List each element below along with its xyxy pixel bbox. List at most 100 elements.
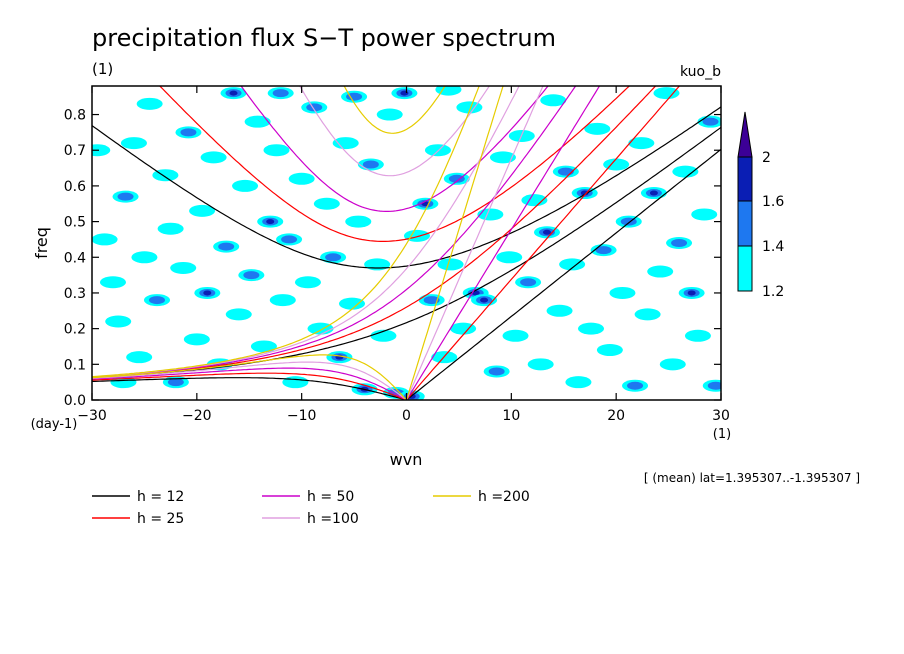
chart-title: precipitation flux S−T power spectrum [92,24,556,52]
y-tick-label: 0.5 [64,215,86,231]
spectrum-cell [99,276,126,289]
spectrum-cell [691,208,718,221]
dispersion-curve [92,367,407,400]
y-axis-unit: (day-1) [31,417,78,432]
dispersion-curves [92,86,721,400]
spectrum-cell [540,94,567,107]
spectrum-cell [120,137,147,150]
spectrum-cell-core [423,296,440,305]
spectrum-cell-core [448,174,465,183]
spectrum-cell-peak [542,229,551,235]
spectrum-cell [659,358,686,371]
spectrum-cell [269,294,296,307]
spectrum-cell-core [488,367,505,376]
colorbar-segment [737,200,753,247]
spectrum-cell [244,115,271,128]
spectrum-cell [609,286,636,299]
spectrum-cell [92,144,111,157]
y-tick-label: 0.4 [64,250,86,266]
spectrum-cell [565,376,592,389]
spectrum-cell-core [671,239,688,247]
spectrum-cell-core [148,296,165,305]
x-tick-label: −30 [77,408,107,424]
spectrum-cell [183,333,210,346]
spectrum-cell [288,172,315,185]
spectrum-cell-core [272,89,289,98]
legend-entry: h = 12 [137,489,184,505]
spectrum-cell [157,222,184,235]
spectrum-cell [345,215,372,228]
spectrum-cell [105,315,132,328]
x-tick-label: 30 [712,408,730,424]
dispersion-curve [406,86,681,400]
spectrum-cell [370,329,397,342]
spectrum-cell [672,165,699,178]
spectrum-cell [496,251,523,264]
x-tick-label: −20 [182,408,212,424]
dispersion-curve [343,86,446,134]
colorbar-label: 1.6 [762,194,784,210]
spectrum-cell [502,329,529,342]
y-tick-label: 0.1 [64,357,86,373]
spectrum-cell-peak [400,90,409,96]
chart-subtitle-left: (1) [92,60,113,78]
colorbar: 1.2 1.4 1.6 2 [737,111,784,300]
spectrum-cell [189,204,216,217]
dispersion-curve [405,86,544,400]
legend-entry: h = 50 [307,489,354,505]
dispersion-curve [92,86,577,378]
x-tick-label: 10 [502,408,520,424]
y-axis-label: freq [32,227,51,259]
spectrum-cell [559,258,586,271]
spectrum-cell [456,101,483,114]
dispersion-curve [92,377,407,400]
x-tick-label: 0 [402,408,411,424]
spectrum-cell [332,137,359,150]
spectrum-cell [684,329,711,342]
x-axis-unit: (1) [713,427,731,442]
spectrum-cell [628,137,655,150]
y-tick-label: 0.7 [64,143,86,159]
spectrum-cell-core [702,117,719,126]
dispersion-curve [92,361,407,400]
spectrum-cell-peak [266,219,275,225]
colorbar-segment [737,245,753,292]
dispersion-curve [92,86,480,378]
colorbar-label: 1.2 [762,284,784,300]
colorbar-extension [737,111,753,158]
x-tick-label: −10 [287,408,317,424]
spectrum-cell [92,233,118,246]
spectrum-cell-core [243,271,260,280]
spectrum-cell [489,151,516,164]
axis-ticks: −30 −20 −10 0 10 20 30 0.0 0.1 0.2 0.3 0.4 0.5 0.6 0.7… [64,86,730,424]
spectrum-cell [225,308,252,321]
mean-lat-note: [ (mean) lat=1.395307..-1.395307 ] [644,471,860,485]
spectrum-cell-core [707,381,721,390]
spectrum-cell [596,344,623,357]
dispersion-curve [240,86,549,212]
spectrum-cell [521,194,548,207]
y-tick-label: 0.8 [64,108,86,124]
x-tick-label: 20 [607,408,625,424]
legend: h = 12 h = 25 h = 50 h =100 h =200 [92,489,530,527]
spectrum-cell [647,265,674,278]
spectrum-cell [313,197,340,210]
spectrum-cell [578,322,605,335]
dispersion-curve [92,354,407,400]
dispersion-curve [92,106,721,269]
spectrum-cell [250,340,277,353]
spectrum-cell [634,308,661,321]
spectrum-cell [653,87,680,100]
spectrum-cell [282,376,309,389]
spectrum-cell-peak [687,290,696,296]
dispersion-curve [158,86,631,242]
spectrum-cell-peak [649,190,658,196]
spectrum-cell-core [306,103,323,112]
spectrum-cell-core [281,235,298,244]
spectrum-cell-core [167,378,184,387]
legend-entry: h =200 [478,489,530,505]
y-tick-label: 0.3 [64,286,86,302]
y-tick-label: 0.6 [64,179,86,195]
legend-entry: h =100 [307,511,359,527]
